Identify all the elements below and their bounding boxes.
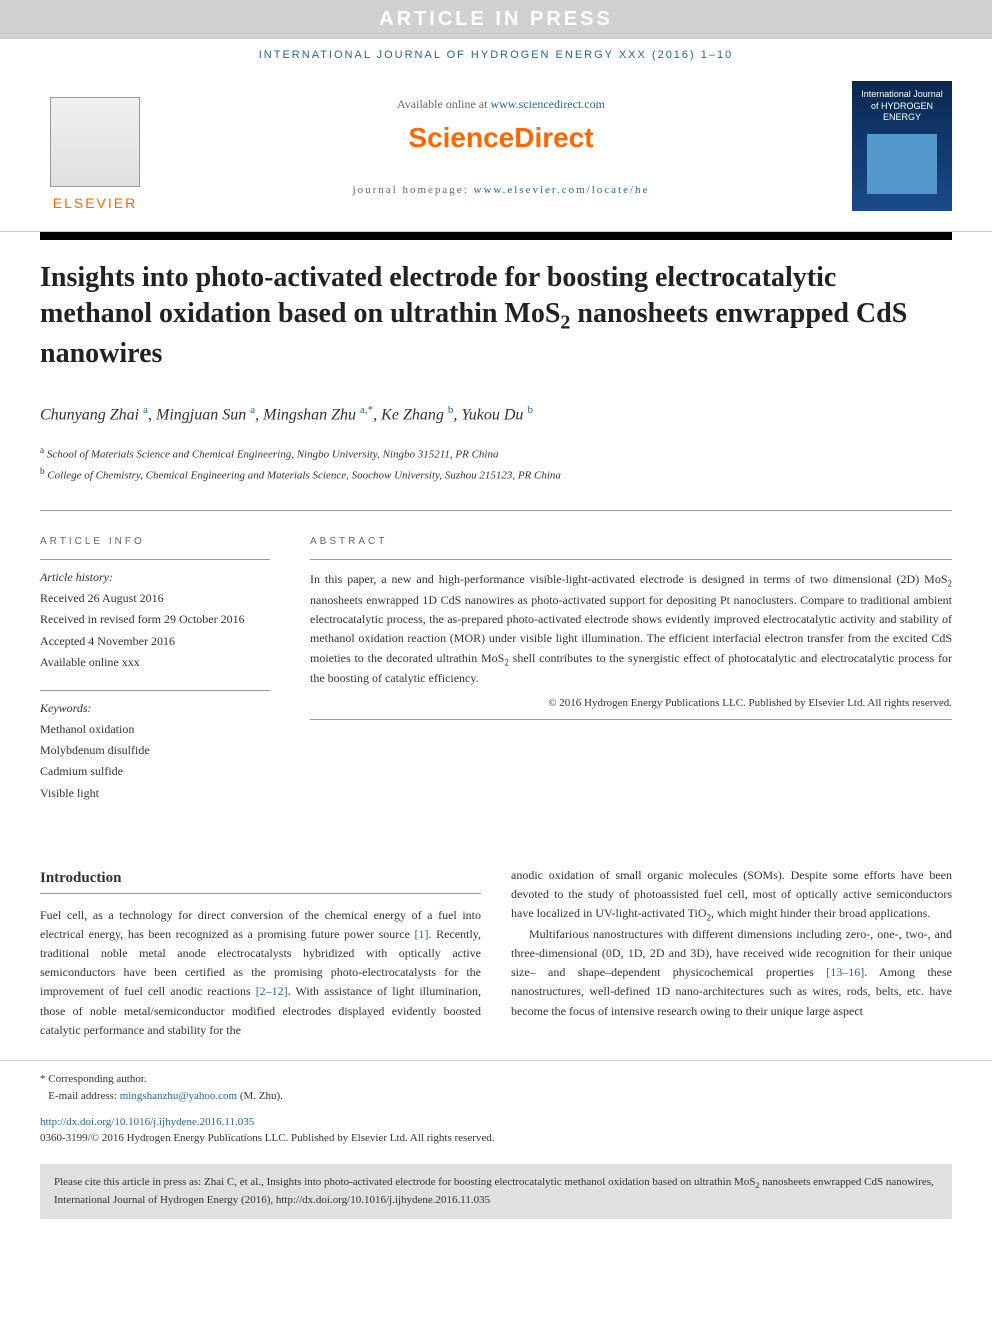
body-paragraph: Fuel cell, as a technology for direct co… bbox=[40, 906, 481, 1040]
author-name: Mingjuan Sun bbox=[156, 407, 246, 424]
affiliations-list: a School of Materials Science and Chemic… bbox=[0, 438, 992, 501]
body-text: , which might hinder their broad applica… bbox=[711, 906, 930, 920]
body-columns: Introduction Fuel cell, as a technology … bbox=[0, 836, 992, 1060]
email-suffix: (M. Zhu). bbox=[237, 1090, 283, 1102]
author-affiliation-mark: a bbox=[143, 404, 148, 416]
title-subscript: 2 bbox=[560, 312, 570, 334]
divider bbox=[310, 559, 952, 560]
citation-link[interactable]: [1] bbox=[415, 927, 429, 941]
abstract-heading: ABSTRACT bbox=[310, 536, 952, 547]
available-prefix: Available online at bbox=[397, 97, 490, 111]
title-section: Insights into photo-activated electrode … bbox=[0, 240, 992, 387]
divider bbox=[40, 559, 270, 560]
citation-text: Please cite this article in press as: Zh… bbox=[54, 1176, 755, 1188]
email-line: E-mail address: mingshanzhu@yahoo.com (M… bbox=[40, 1088, 952, 1105]
author-name: Ke Zhang bbox=[381, 407, 444, 424]
divider bbox=[40, 690, 270, 691]
author-affiliation-mark: a,* bbox=[360, 404, 373, 416]
elsevier-tree-icon bbox=[50, 97, 140, 187]
affiliation-text: College of Chemistry, Chemical Engineeri… bbox=[47, 470, 561, 482]
body-paragraph: Multifarious nanostructures with differe… bbox=[511, 925, 952, 1021]
affiliation-a: a School of Materials Science and Chemic… bbox=[40, 443, 952, 464]
accepted-date: Accepted 4 November 2016 bbox=[40, 632, 270, 651]
abstract-paragraph: In this paper, a new and high-performanc… bbox=[310, 570, 952, 688]
author-affiliation-mark: a bbox=[250, 404, 255, 416]
author-name: Chunyang Zhai bbox=[40, 407, 139, 424]
keyword: Cadmium sulfide bbox=[40, 762, 270, 781]
available-online-text: Available online at www.sciencedirect.co… bbox=[170, 97, 832, 112]
body-column-right: anodic oxidation of small organic molecu… bbox=[511, 866, 952, 1040]
article-info-heading: ARTICLE INFO bbox=[40, 536, 270, 547]
available-date: Available online xxx bbox=[40, 653, 270, 672]
header-section: ELSEVIER Available online at www.science… bbox=[0, 71, 992, 232]
citation-link[interactable]: [13–16] bbox=[826, 965, 864, 979]
author-affiliation-mark: b bbox=[527, 404, 533, 416]
affiliation-b: b College of Chemistry, Chemical Enginee… bbox=[40, 464, 952, 485]
article-in-press-banner: ARTICLE IN PRESS bbox=[0, 0, 992, 39]
doi-link[interactable]: http://dx.doi.org/10.1016/j.ijhydene.201… bbox=[40, 1116, 254, 1128]
keywords-label: Keywords: bbox=[40, 701, 270, 716]
homepage-prefix: journal homepage: bbox=[353, 184, 474, 196]
keyword: Methanol oxidation bbox=[40, 720, 270, 739]
sciencedirect-logo: ScienceDirect bbox=[170, 122, 832, 154]
body-paragraph: anodic oxidation of small organic molecu… bbox=[511, 866, 952, 925]
author-name: Mingshan Zhu bbox=[263, 407, 356, 424]
email-label: E-mail address: bbox=[48, 1090, 119, 1102]
abstract-text: In this paper, a new and high-performanc… bbox=[310, 572, 948, 586]
history-label: Article history: bbox=[40, 570, 270, 585]
divider bbox=[310, 719, 952, 720]
corresponding-author-label: * Corresponding author. bbox=[40, 1071, 952, 1088]
doi-line: http://dx.doi.org/10.1016/j.ijhydene.201… bbox=[0, 1114, 992, 1130]
article-history-block: Article history: Received 26 August 2016… bbox=[40, 570, 270, 672]
journal-cover-title: International Journal of HYDROGEN ENERGY bbox=[860, 89, 944, 124]
issn-copyright-line: 0360-3199/© 2016 Hydrogen Energy Publica… bbox=[0, 1130, 992, 1154]
author-affiliation-mark: b bbox=[448, 404, 454, 416]
abstract-column: ABSTRACT In this paper, a new and high-p… bbox=[310, 536, 952, 821]
corresponding-author-section: * Corresponding author. E-mail address: … bbox=[0, 1060, 992, 1114]
header-center: Available online at www.sciencedirect.co… bbox=[150, 97, 852, 196]
journal-homepage-link[interactable]: www.elsevier.com/locate/he bbox=[474, 184, 650, 196]
journal-cover-thumbnail: International Journal of HYDROGEN ENERGY bbox=[852, 81, 952, 211]
journal-cover-image bbox=[867, 134, 937, 194]
elsevier-text: ELSEVIER bbox=[53, 195, 137, 211]
keywords-block: Keywords: Methanol oxidation Molybdenum … bbox=[40, 701, 270, 803]
keyword: Molybdenum disulfide bbox=[40, 741, 270, 760]
citation-link[interactable]: [2–12] bbox=[256, 984, 288, 998]
title-separator-bar bbox=[40, 232, 952, 240]
journal-homepage-text: journal homepage: www.elsevier.com/locat… bbox=[170, 184, 832, 196]
revised-date: Received in revised form 29 October 2016 bbox=[40, 610, 270, 629]
author-name: Yukou Du bbox=[461, 407, 523, 424]
article-info-column: ARTICLE INFO Article history: Received 2… bbox=[40, 536, 270, 821]
elsevier-logo: ELSEVIER bbox=[40, 81, 150, 211]
citation-box: Please cite this article in press as: Zh… bbox=[40, 1164, 952, 1219]
divider bbox=[40, 510, 952, 511]
introduction-heading: Introduction bbox=[40, 866, 481, 894]
info-abstract-row: ARTICLE INFO Article history: Received 2… bbox=[0, 521, 992, 836]
article-title: Insights into photo-activated electrode … bbox=[40, 260, 952, 372]
sciencedirect-link[interactable]: www.sciencedirect.com bbox=[490, 97, 605, 111]
keyword: Visible light bbox=[40, 784, 270, 803]
authors-list: Chunyang Zhai a, Mingjuan Sun a, Mingsha… bbox=[0, 387, 992, 437]
affiliation-text: School of Materials Science and Chemical… bbox=[47, 448, 499, 460]
email-link[interactable]: mingshanzhu@yahoo.com bbox=[120, 1090, 237, 1102]
received-date: Received 26 August 2016 bbox=[40, 589, 270, 608]
journal-reference: INTERNATIONAL JOURNAL OF HYDROGEN ENERGY… bbox=[0, 39, 992, 71]
body-column-left: Introduction Fuel cell, as a technology … bbox=[40, 866, 481, 1040]
abstract-copyright: © 2016 Hydrogen Energy Publications LLC.… bbox=[310, 697, 952, 709]
